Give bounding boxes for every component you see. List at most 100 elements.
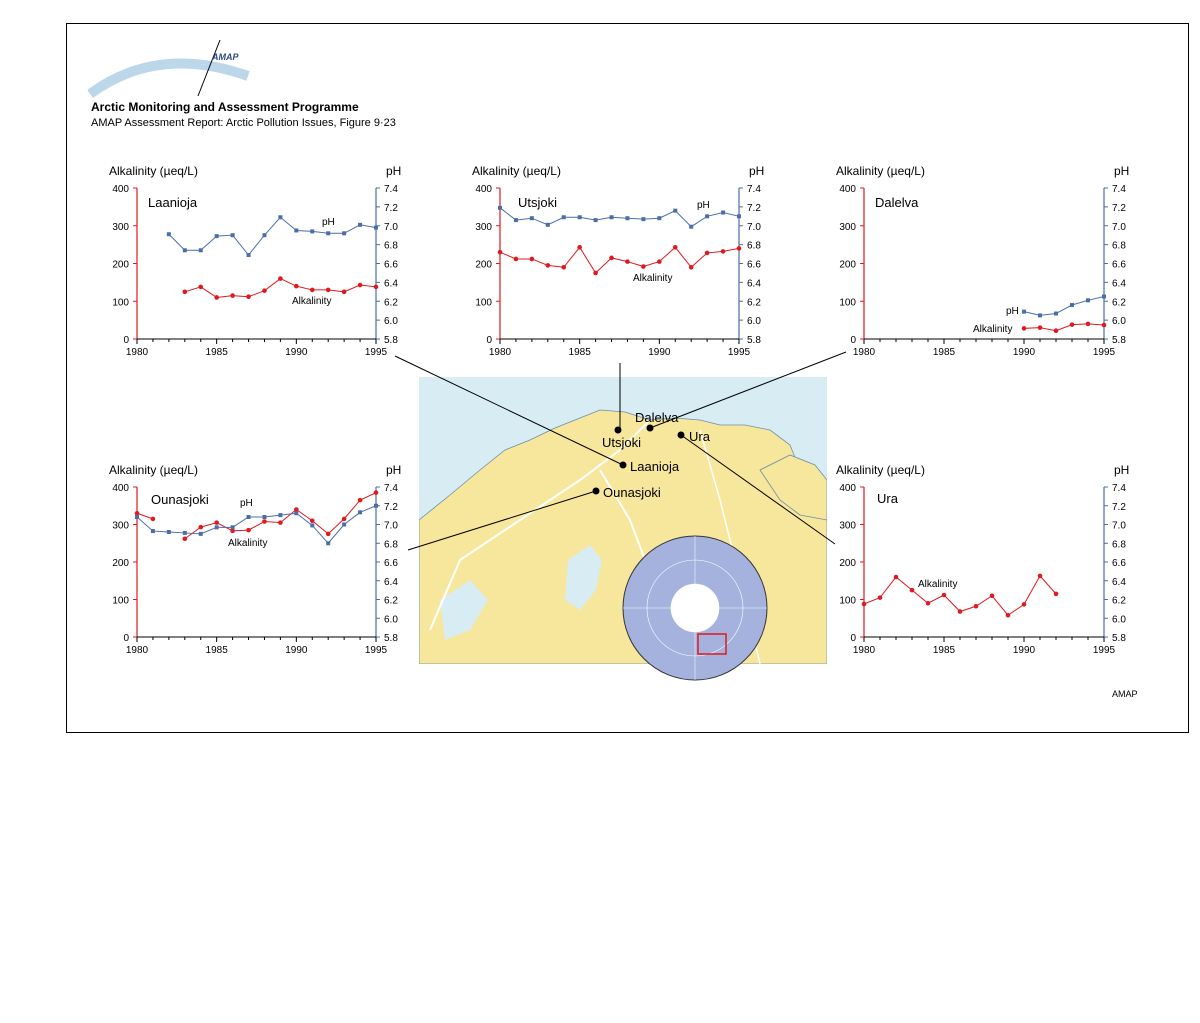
alkalinity-point (1053, 328, 1059, 333)
right-tick-label: 6.6 (384, 558, 398, 569)
alkalinity-point (609, 255, 614, 261)
right-tick-label: 6.0 (384, 316, 398, 327)
inset-region-box (697, 633, 727, 655)
right-tick-label: 7.4 (384, 483, 398, 494)
left-tick-label: 100 (112, 297, 129, 308)
alkalinity-point (1021, 326, 1027, 331)
ph-point (374, 503, 378, 508)
ph-point (230, 525, 235, 530)
logo-text: AMAP (211, 52, 239, 62)
x-tick-label: 1990 (1013, 645, 1036, 656)
alkalinity-point (182, 536, 188, 542)
right-tick-label: 6.2 (747, 297, 761, 308)
place-ounasjoki: Ounasjoki (603, 485, 661, 500)
ph-point (166, 232, 171, 237)
chart-ura: 0 100 200 300 400 5.8 6.0 6.2 6.4 6.6 6.8 7.0 7.2 7.4… (836, 463, 1129, 656)
left-tick-label: 300 (475, 222, 492, 233)
ph-point (641, 217, 646, 222)
alkalinity-point (150, 516, 156, 522)
x-tick-label: 1980 (126, 347, 149, 358)
left-tick-label: 300 (839, 521, 856, 532)
ph-point (198, 248, 203, 253)
left-tick-label: 200 (112, 558, 129, 569)
ph-point (1086, 298, 1090, 303)
right-tick-label: 6.0 (1112, 614, 1126, 625)
right-tick-label: 6.0 (384, 614, 398, 625)
alkalinity-point (957, 609, 963, 614)
ph-point (198, 531, 203, 536)
right-tick-label: 6.2 (384, 596, 398, 607)
left-tick-label: 200 (475, 260, 492, 271)
left-tick-label: 0 (123, 335, 129, 346)
x-tick-label: 1995 (365, 645, 388, 656)
ph-point (294, 228, 299, 233)
chart-title: Dalelva (875, 195, 919, 210)
alkalinity-point (278, 520, 283, 525)
alkalinity-series-label: Alkalinity (633, 273, 672, 284)
left-tick-label: 400 (839, 184, 856, 195)
y-axis-label-right: pH (1114, 164, 1129, 178)
ph-point (657, 216, 662, 221)
right-tick-label: 7.4 (747, 184, 761, 195)
alkalinity-point (577, 244, 582, 250)
alkalinity-point (529, 256, 535, 262)
right-tick-label: 7.4 (1112, 184, 1126, 195)
left-tick-label: 300 (112, 222, 129, 233)
alkalinity-point (1101, 322, 1107, 328)
alkalinity-point (593, 270, 598, 276)
alkalinity-point (325, 287, 331, 293)
chart-ounasjoki: 0 100 200 300 400 5.8 6.0 6.2 6.4 6.6 6.8 7.0 7.2 7.4… (109, 463, 401, 656)
ph-point (262, 233, 267, 238)
x-tick-label: 1990 (648, 347, 671, 358)
alkalinity-point (1037, 325, 1043, 330)
ph-point (737, 214, 741, 219)
ph-point (577, 215, 582, 220)
map-land-east (759, 454, 827, 521)
alkalinity-point (704, 250, 710, 256)
chart-title: Utsjoki (518, 195, 557, 210)
right-tick-label: 7.0 (384, 222, 398, 233)
x-tick-label: 1995 (365, 347, 388, 358)
right-tick-label: 7.0 (1112, 521, 1126, 532)
ph-series-label: pH (697, 200, 710, 211)
alkalinity-point (1037, 573, 1043, 579)
alkalinity-series-label: Alkalinity (973, 324, 1012, 335)
ph-point (529, 216, 534, 221)
ph-point (214, 234, 219, 239)
place-ura: Ura (689, 429, 711, 444)
ph-point (561, 215, 566, 220)
x-tick-label: 1990 (285, 347, 308, 358)
map-lake (565, 545, 602, 610)
y-axis-label-right: pH (749, 164, 764, 178)
ph-point (358, 510, 363, 515)
alkalinity-point (672, 244, 678, 250)
ph-point (262, 515, 267, 519)
chart-title: Ura (877, 491, 899, 506)
y-axis-label-right: pH (1114, 463, 1129, 477)
alkalinity-point (198, 284, 204, 290)
alkalinity-point (1005, 612, 1011, 618)
left-tick-label: 100 (475, 297, 492, 308)
right-tick-label: 6.4 (384, 278, 398, 289)
right-tick-label: 6.8 (384, 241, 398, 252)
alkalinity-point (357, 497, 363, 503)
right-tick-label: 7.2 (384, 502, 398, 513)
map-markers: Dalelva Utsjoki Ura Laanioja Ounasjoki (592, 410, 711, 500)
alkalinity-point (262, 288, 267, 293)
alkalinity-point (1021, 602, 1027, 607)
ph-point (230, 233, 235, 238)
marker-ounasjoki (592, 487, 600, 495)
ph-point (721, 210, 726, 215)
left-tick-label: 0 (850, 633, 856, 644)
ph-point (593, 218, 598, 223)
alkalinity-point (373, 284, 379, 290)
ph-point (342, 231, 347, 236)
alkalinity-point (309, 287, 315, 293)
right-tick-label: 7.2 (1112, 502, 1126, 513)
ph-line (136, 505, 377, 545)
alkalinity-point (545, 263, 551, 268)
right-tick-label: 6.6 (384, 260, 398, 271)
alkalinity-point (357, 282, 363, 288)
x-tick-label: 1985 (206, 645, 229, 656)
